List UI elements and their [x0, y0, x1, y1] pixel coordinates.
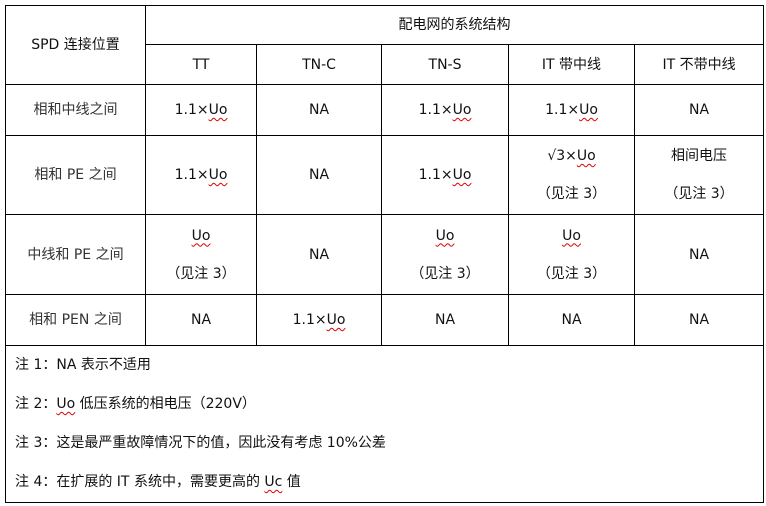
table-cell: NA: [256, 214, 382, 295]
table-cell: NA: [633, 214, 765, 295]
table-cell: 1.1×Uo: [256, 294, 382, 346]
row-header: 中线和 PE 之间: [5, 214, 146, 295]
cell-line: NA: [561, 312, 582, 328]
row-header: 相和中线之间: [5, 84, 146, 136]
table-row: 中线和 PE 之间 Uo （见注 3） NA Uo （见注 3） Uo （见注 3） NA: [5, 214, 765, 295]
cell-line: 1.1×Uo: [174, 167, 228, 183]
misspelled-word: Uo: [191, 227, 211, 244]
table-cell: 1.1×Uo: [508, 84, 635, 136]
cell-line: NA: [688, 102, 710, 118]
table-cell: 相间电压 （见注 3）: [633, 135, 765, 215]
cell-line: NA: [308, 246, 330, 263]
note-line: 注 3：这是最严重故障情况下的值，因此没有考虑 10%公差: [15, 435, 386, 451]
misspelled-word: Uo: [56, 396, 76, 412]
group-header: 配电网的系统结构: [144, 5, 765, 45]
cell-line: NA: [688, 246, 710, 263]
misspelled-word: Uo: [562, 227, 581, 244]
table-cell: 1.1×Uo: [145, 135, 257, 215]
misspelled-word: Uo: [452, 167, 472, 183]
table-cell: NA: [508, 294, 635, 346]
cell-line: （见注 3）: [410, 265, 480, 282]
note-line: 注 4：在扩展的 IT 系统中，需要更高的 Uc 值: [15, 474, 301, 490]
misspelled-word: Uo: [435, 227, 455, 244]
column-header: TT: [145, 44, 257, 85]
misspelled-word: Uo: [576, 148, 596, 164]
table-cell: 1.1×Uo: [145, 84, 257, 136]
row-header: 相和 PEN 之间: [5, 294, 146, 346]
misspelled-word: Uo: [208, 167, 228, 183]
table-cell: 1.1×Uo: [381, 84, 509, 136]
cell-line: Uo: [509, 217, 634, 255]
notes-cell: 注 1：NA 表示不适用注 2：Uo 低压系统的相电压（220V） 注 3：这是最…: [4, 345, 765, 503]
row-header: 相和 PE 之间: [5, 135, 146, 215]
table-cell: NA: [381, 294, 509, 346]
cell-line: 1.1×Uo: [292, 312, 346, 328]
column-header: IT 带中线: [508, 44, 635, 85]
table-cell: Uo （见注 3）: [508, 214, 635, 295]
cell-line: （见注 3）: [166, 265, 236, 282]
cell-line: 1.1×Uo: [545, 102, 598, 118]
cell-line: 1.1×Uo: [418, 167, 472, 183]
table-row: 相和 PE 之间 1.1×Uo NA 1.1×Uo √3×Uo （见注 3） 相间电压 （见注…: [5, 135, 765, 215]
column-header: TN-S: [381, 44, 509, 85]
cell-line: NA: [434, 312, 456, 328]
cell-line: NA: [308, 167, 330, 183]
corner-header: SPD 连接位置: [5, 5, 146, 85]
table-cell: Uo （见注 3）: [381, 214, 509, 295]
table-cell: NA: [256, 135, 382, 215]
table-row: 相和 PEN 之间 NA 1.1×Uo NA NA NA: [5, 294, 765, 346]
table-cell: NA: [633, 294, 765, 346]
cell-line: Uo: [382, 217, 508, 255]
cell-line: 相间电压: [671, 148, 728, 164]
table-cell: 1.1×Uo: [381, 135, 509, 215]
table-cell: NA: [633, 84, 765, 136]
misspelled-word: Uo: [452, 102, 472, 118]
column-header: IT 不带中线: [633, 44, 765, 85]
cell-line: √3×Uo: [547, 148, 596, 164]
cell-line: 1.1×Uo: [174, 102, 228, 118]
table-cell: Uo （见注 3）: [145, 214, 257, 295]
note-line: 注 2：Uo 低压系统的相电压（220V）: [15, 396, 256, 412]
table-row: 相和中线之间 1.1×Uo NA 1.1×Uo 1.1×Uo NA: [5, 84, 765, 136]
misspelled-word: Uc: [264, 474, 283, 490]
cell-line: NA: [308, 102, 330, 118]
cell-line: NA: [190, 312, 212, 328]
table-cell: √3×Uo （见注 3）: [508, 135, 635, 215]
cell-line: NA: [688, 312, 710, 328]
cell-line: Uo: [146, 217, 256, 255]
cell-line: （见注 3）: [536, 186, 607, 202]
misspelled-word: Uo: [208, 102, 228, 118]
cell-line: （见注 3）: [664, 186, 734, 202]
table-cell: NA: [256, 84, 382, 136]
note-line: 注 1：NA 表示不适用: [15, 357, 151, 373]
misspelled-word: Uo: [579, 102, 598, 118]
cell-line: （见注 3）: [536, 265, 607, 282]
column-header: TN-C: [256, 44, 382, 85]
spd-voltage-table: SPD 连接位置 配电网的系统结构 TT TN-C TN-S IT 带中线 IT 不带中…: [4, 5, 765, 503]
table-cell: NA: [145, 294, 257, 346]
cell-line: 1.1×Uo: [418, 102, 472, 118]
misspelled-word: Uo: [326, 312, 346, 328]
